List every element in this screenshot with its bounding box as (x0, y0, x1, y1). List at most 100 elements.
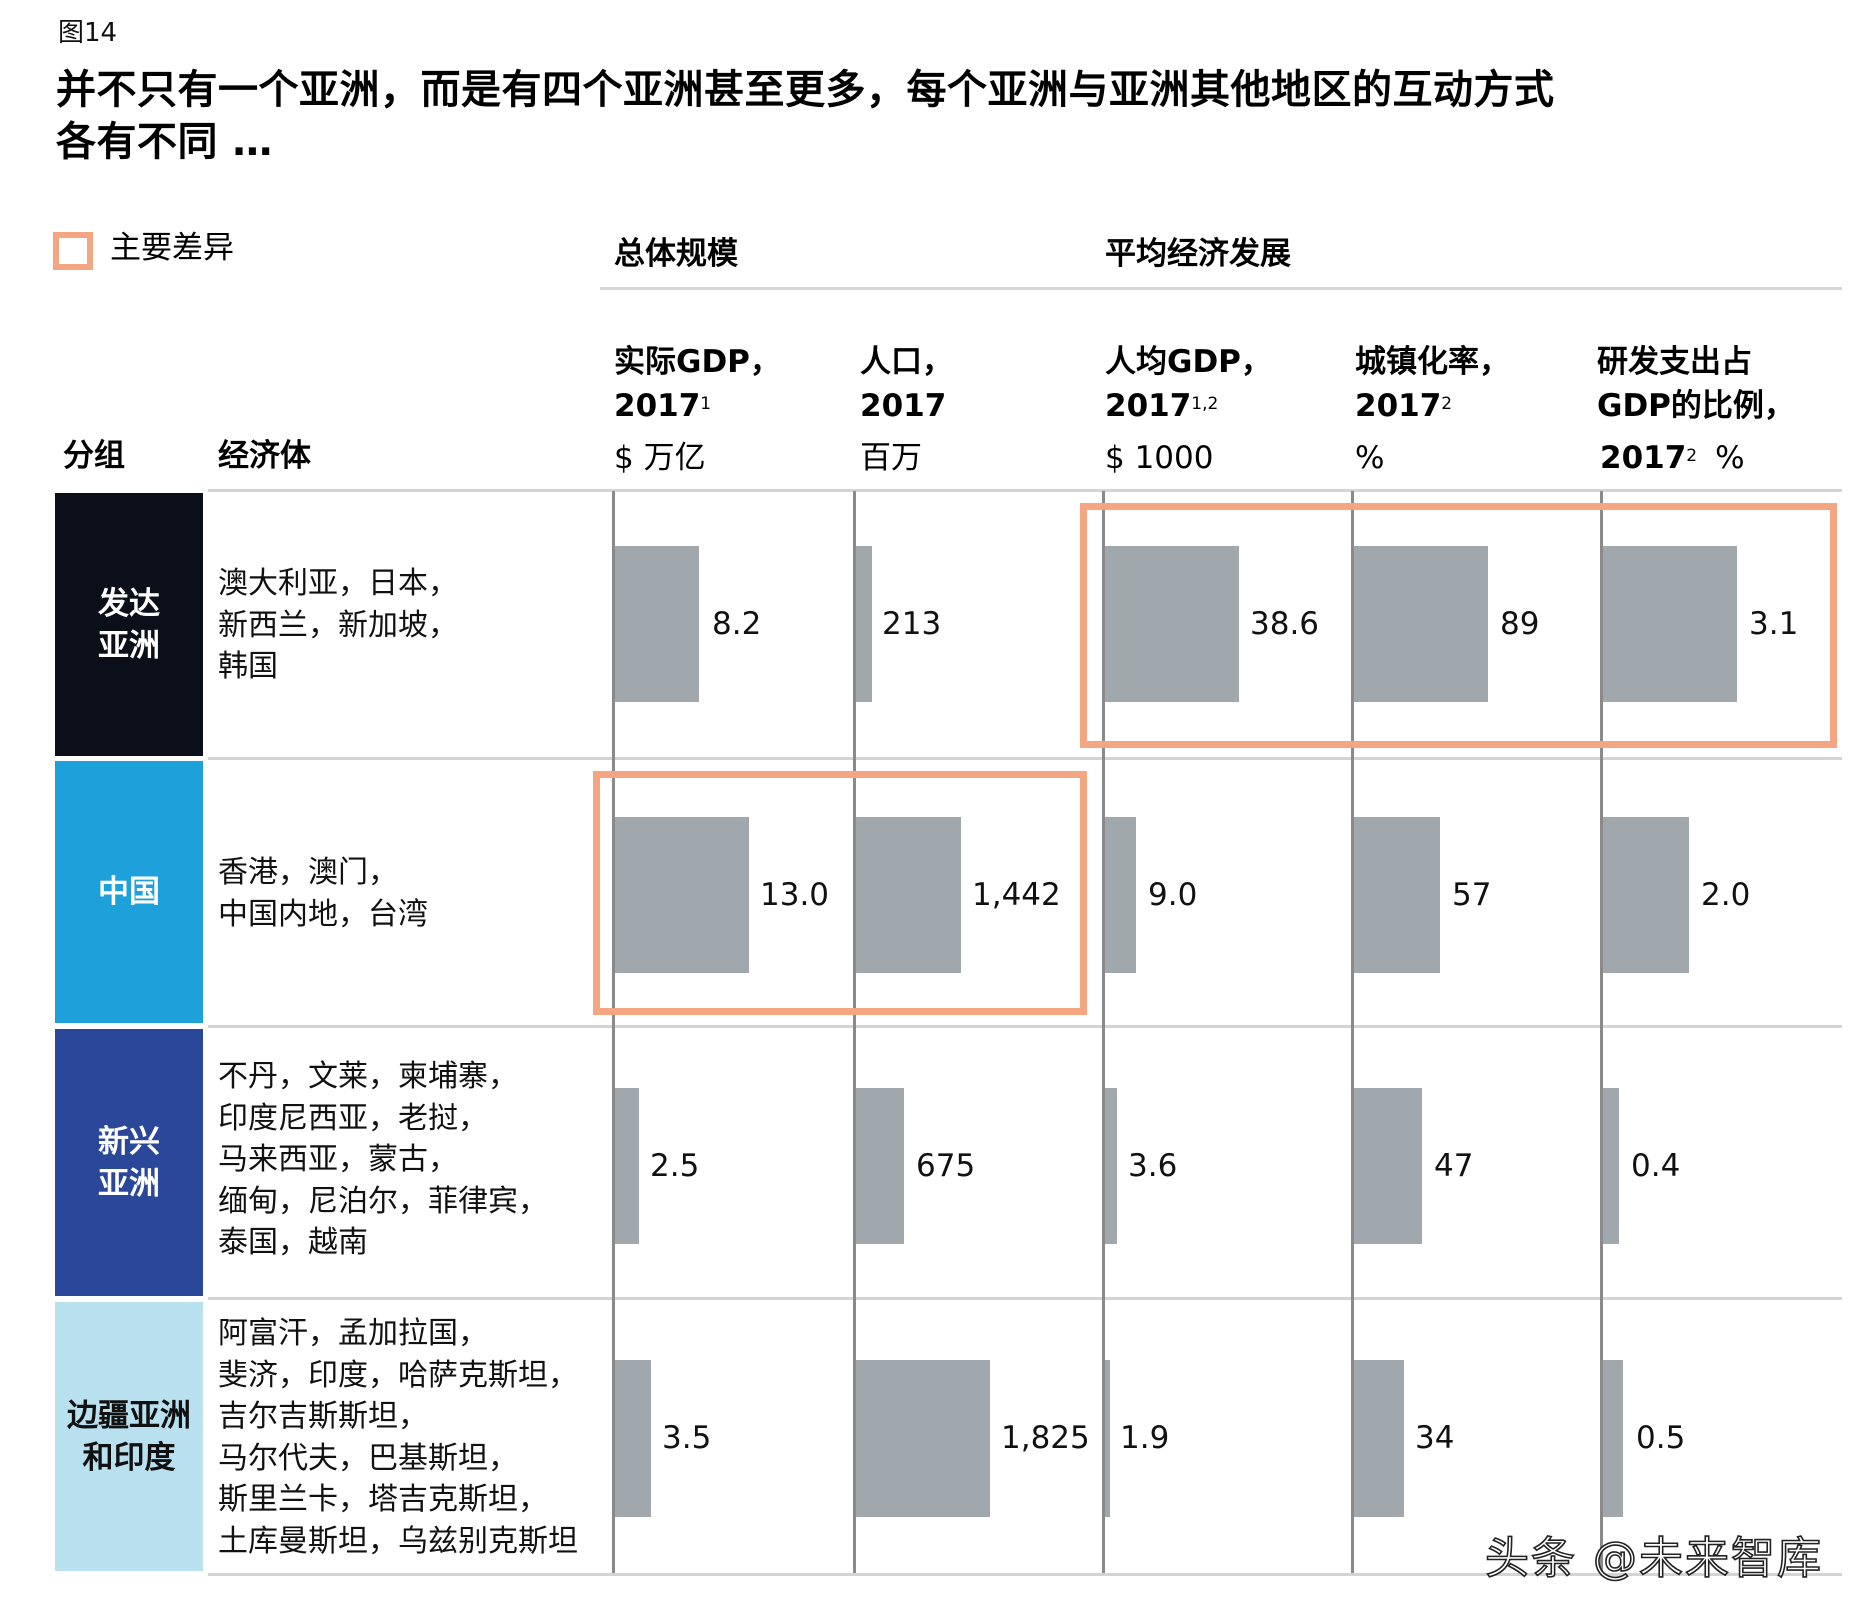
group-box-developed-asia: 发达 亚洲 (55, 493, 203, 756)
bar-developed-urbanization (1354, 546, 1488, 702)
bar-frontier-gdp-per-capita (1105, 1360, 1110, 1517)
header-divider (208, 489, 1842, 492)
section-title-overall-scale: 总体规模 (614, 236, 738, 272)
column-header-line1: 研发支出占 (1597, 344, 1752, 380)
column-unit-population: 百万 (860, 440, 922, 476)
column-header-line2: 20171,2 (1105, 384, 1272, 428)
value-label: 1,825 (1001, 1420, 1090, 1456)
economies-list-developed-asia: 澳大利亚，日本， 新西兰，新加坡， 韩国 (218, 566, 458, 684)
bar-china-real-gdp (615, 817, 749, 973)
watermark: 头条 @未来智库 (1484, 1532, 1823, 1585)
column-unit-real-gdp: $ 万亿 (614, 440, 706, 476)
chart-title-line1: 并不只有一个亚洲，而是有四个亚洲甚至更多，每个亚洲与亚洲其他地区的互动方式 (56, 67, 1555, 113)
column-header-rnd-share: 研发支出占 GDP的比例， (1597, 340, 1795, 428)
column-header-line2: 20172 (1355, 384, 1510, 428)
axis-line-real-gdp (612, 491, 615, 1573)
value-label: 1,442 (972, 877, 1061, 913)
value-label: 34 (1415, 1420, 1455, 1456)
footnote-mark: 1,2 (1191, 394, 1219, 414)
row-divider (208, 1297, 1842, 1300)
section-title-avg-development: 平均经济发展 (1105, 236, 1291, 272)
bar-developed-gdp-per-capita (1105, 546, 1239, 702)
bar-developed-rnd-share (1603, 546, 1737, 702)
bar-china-rnd-share (1603, 817, 1689, 973)
group-box-emerging-asia: 新兴 亚洲 (55, 1029, 203, 1296)
column-header-population: 人口， 2017 (860, 340, 953, 428)
figure-label: 图14 (58, 18, 118, 48)
footnote-mark: 2 (1441, 394, 1453, 414)
economies-list-emerging-asia: 不丹，文莱，柬埔寨， 印度尼西亚，老挝， 马来西亚，蒙古， 缅甸，尼泊尔，菲律宾… (218, 1059, 548, 1260)
value-label: 38.6 (1250, 606, 1320, 642)
value-label: 8.2 (712, 606, 762, 642)
highlight-box-china-scale (593, 771, 1087, 1015)
footnote-mark: 1 (700, 394, 712, 414)
bar-frontier-rnd-share (1603, 1360, 1623, 1517)
row-header-economies: 经济体 (218, 438, 311, 474)
value-label: 2.5 (650, 1148, 700, 1184)
group-box-frontier-asia-india: 边疆亚洲 和印度 (55, 1302, 203, 1571)
economies-list-china: 香港，澳门， 中国内地，台湾 (218, 855, 428, 932)
value-label: 3.1 (1749, 606, 1799, 642)
column-header-line1: 城镇化率， (1355, 344, 1510, 380)
bar-frontier-urbanization (1354, 1360, 1404, 1517)
value-label: 213 (882, 606, 942, 642)
row-divider (208, 757, 1842, 760)
column-header-urbanization: 城镇化率， 20172 (1355, 340, 1510, 428)
legend-label: 主要差异 (110, 230, 234, 266)
bar-emerging-rnd-share (1603, 1088, 1619, 1244)
value-label: 1.9 (1120, 1420, 1170, 1456)
column-header-line1: 人口， (860, 344, 953, 380)
column-header-line1: 实际GDP， (614, 344, 781, 380)
column-unit-gdp-per-capita: $ 1000 (1105, 440, 1214, 476)
value-label: 13.0 (760, 877, 830, 913)
highlight-box-developed-development (1080, 503, 1837, 748)
value-label: 47 (1434, 1148, 1474, 1184)
column-header-line2: 20171 (614, 384, 781, 428)
chart-title-line2: 各有不同 … (56, 119, 273, 165)
row-divider (208, 1025, 1842, 1028)
column-header-line2: GDP的比例， (1597, 388, 1795, 424)
value-label: 3.6 (1128, 1148, 1178, 1184)
year: 2017 (614, 388, 701, 424)
axis-line-gdp-per-capita (1102, 491, 1105, 1573)
legend-swatch-icon (53, 232, 93, 270)
axis-line-rnd-share (1600, 491, 1603, 1573)
year: 2017 (1355, 388, 1442, 424)
value-label: 675 (916, 1148, 976, 1184)
bar-developed-real-gdp (615, 546, 699, 702)
value-label: 0.4 (1631, 1148, 1681, 1184)
economies-list-frontier-asia-india: 阿富汗，孟加拉国， 斐济，印度，哈萨克斯坦， 吉尔吉斯斯坦， 马尔代夫，巴基斯坦… (218, 1316, 578, 1559)
column-header-real-gdp: 实际GDP， 20171 (614, 340, 781, 428)
column-header-line1: 人均GDP， (1105, 344, 1272, 380)
bar-frontier-real-gdp (615, 1360, 651, 1517)
group-box-china: 中国 (55, 761, 203, 1023)
value-label: 57 (1452, 877, 1492, 913)
value-label: 3.5 (662, 1420, 712, 1456)
axis-line-urbanization (1351, 491, 1354, 1573)
row-divider (208, 1573, 1842, 1576)
value-label: 0.5 (1636, 1420, 1686, 1456)
bar-china-gdp-per-capita (1105, 817, 1136, 973)
bar-frontier-population (856, 1360, 990, 1517)
column-header-line2: 2017 (860, 384, 953, 428)
footnote-mark: 2 (1686, 446, 1698, 466)
axis-line-population (853, 491, 856, 1573)
bar-developed-population (856, 546, 872, 702)
bar-emerging-gdp-per-capita (1105, 1088, 1117, 1244)
bar-china-urbanization (1354, 817, 1440, 973)
column-header-gdp-per-capita: 人均GDP， 20171,2 (1105, 340, 1272, 428)
bar-emerging-urbanization (1354, 1088, 1422, 1244)
bar-emerging-real-gdp (615, 1088, 639, 1244)
chart-title: 并不只有一个亚洲，而是有四个亚洲甚至更多，每个亚洲与亚洲其他地区的互动方式 各有… (56, 64, 1756, 168)
year: 2017 (1105, 388, 1192, 424)
column-unit-rnd-share: 20172% (1600, 440, 1745, 476)
row-header-group: 分组 (63, 438, 125, 474)
year: 2017 (1600, 440, 1687, 476)
year: 2017 (860, 388, 947, 424)
unit: % (1715, 440, 1745, 476)
bar-china-population (856, 817, 961, 973)
bar-emerging-population (856, 1088, 904, 1244)
value-label: 89 (1500, 606, 1540, 642)
value-label: 2.0 (1701, 877, 1751, 913)
value-label: 9.0 (1148, 877, 1198, 913)
